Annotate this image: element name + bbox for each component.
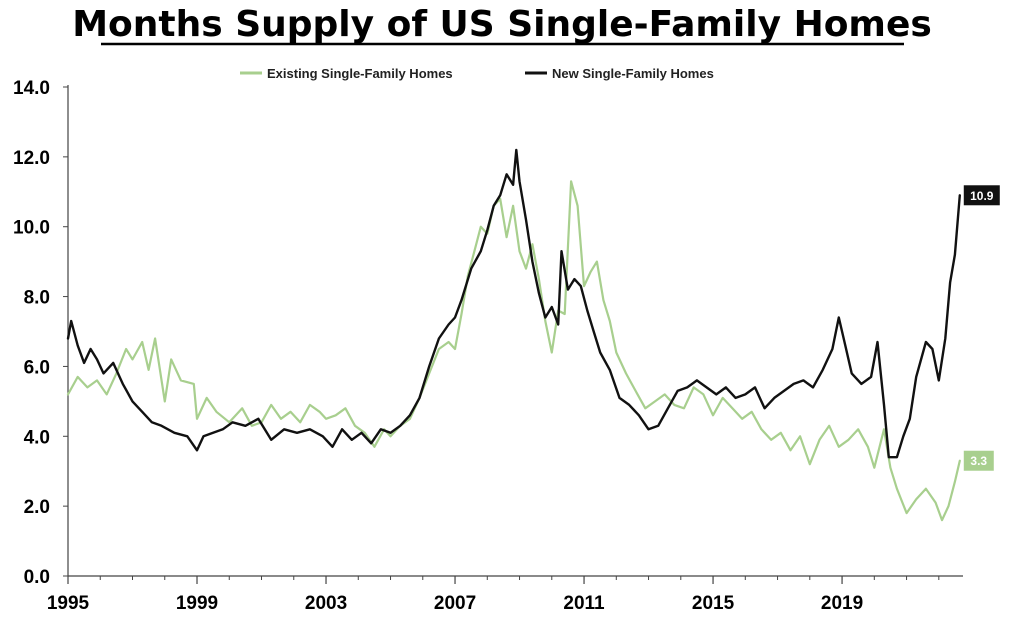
x-tick-label: 1995 <box>47 593 90 614</box>
end-label-value: 10.9 <box>970 189 994 203</box>
x-tick-label: 2011 <box>563 593 605 614</box>
legend-label: New Single-Family Homes <box>552 66 714 81</box>
x-tick-label: 2007 <box>434 593 476 614</box>
y-tick-label: 4.0 <box>24 427 50 448</box>
y-tick-label: 0.0 <box>24 567 50 588</box>
x-tick-label: 2019 <box>821 593 863 614</box>
x-tick-label: 2003 <box>305 593 347 614</box>
y-tick-label: 10.0 <box>13 218 50 239</box>
x-tick-label: 1999 <box>176 593 218 614</box>
y-tick-label: 6.0 <box>24 357 50 378</box>
y-tick-label: 14.0 <box>13 78 50 99</box>
axes: 0.0 2.0 4.0 6.0 8.0 10.0 12.0 14.0 1995 1999 2003 2… <box>13 78 963 614</box>
series-line-existing-homes <box>66 180 961 522</box>
legend-label: Existing Single-Family Homes <box>267 66 453 81</box>
end-labels: 3.3 10.9 <box>963 185 1000 471</box>
chart-title: Months Supply of US Single-Family Homes <box>72 4 932 45</box>
end-label-box <box>963 450 994 471</box>
series-line-new-homes <box>66 148 961 459</box>
y-tick-label: 8.0 <box>24 288 50 309</box>
end-label-box <box>963 185 1000 206</box>
x-tick-label: 2015 <box>692 593 735 614</box>
y-tick-label: 2.0 <box>24 497 50 518</box>
end-label-value: 3.3 <box>970 454 987 468</box>
series-layer <box>66 148 961 522</box>
legend: Existing Single-Family Homes New Single-F… <box>240 66 714 81</box>
y-tick-label: 12.0 <box>13 148 50 169</box>
